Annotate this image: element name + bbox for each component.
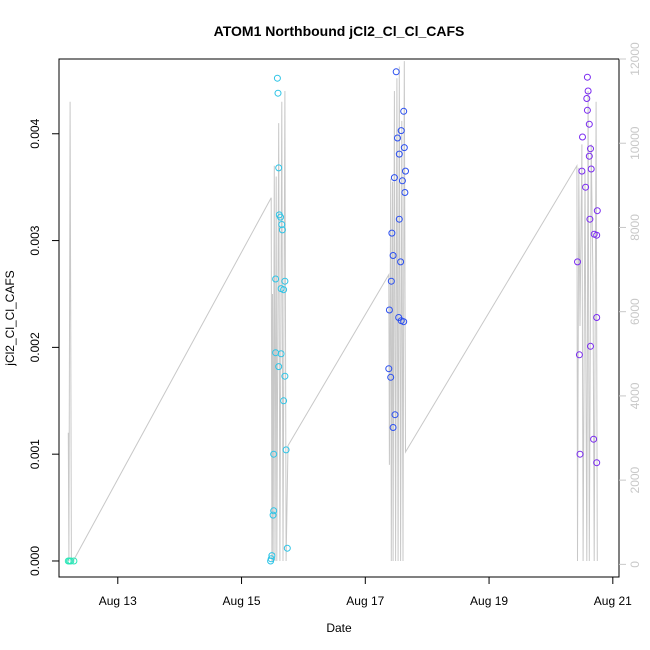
data-point	[277, 350, 285, 358]
data-point	[402, 167, 409, 175]
data-point	[587, 342, 594, 350]
data-point	[401, 189, 409, 196]
y2-tick-label: 12000	[628, 42, 642, 76]
data-point	[70, 557, 78, 565]
data-point	[273, 74, 281, 82]
right-y-axis: 0 2000 4000 6000 8000 10000 12000	[619, 42, 642, 568]
data-point	[582, 183, 590, 191]
data-point	[398, 177, 406, 185]
data-point	[275, 363, 283, 371]
data-point	[280, 286, 288, 294]
data-point	[583, 95, 591, 102]
data-points	[64, 68, 601, 565]
data-point	[590, 435, 598, 443]
x-tick-label: Aug 17	[346, 594, 384, 608]
data-point	[275, 164, 283, 172]
y2-tick-label: 8000	[628, 214, 642, 241]
data-point	[583, 73, 591, 81]
data-point	[274, 89, 282, 97]
y2-tick-label: 4000	[628, 382, 642, 409]
data-point	[391, 411, 399, 419]
data-point	[394, 134, 401, 142]
y-tick-label: 0.001	[28, 439, 42, 469]
x-axis: Aug 13 Aug 15 Aug 17 Aug 19 Aug 21	[99, 576, 632, 608]
data-point	[388, 229, 396, 237]
data-point	[280, 397, 288, 405]
x-tick-label: Aug 13	[99, 594, 137, 608]
data-point	[283, 544, 291, 552]
data-point	[586, 215, 594, 223]
data-point	[282, 446, 290, 454]
y-tick-label: 0.003	[28, 225, 42, 255]
y-axis-label: jCl2_Cl_Cl_CAFS	[3, 270, 17, 366]
data-point	[277, 213, 284, 221]
plot-frame	[58, 58, 620, 578]
data-point	[392, 68, 400, 76]
data-point	[400, 107, 408, 115]
altitude-line	[67, 61, 598, 562]
data-point	[587, 145, 594, 153]
y-tick-label: 0.000	[28, 546, 42, 576]
data-point	[397, 127, 405, 135]
data-point	[385, 306, 393, 314]
data-point	[270, 450, 278, 458]
y-tick-label: 0.002	[28, 332, 42, 362]
data-point	[593, 231, 601, 239]
data-point	[67, 557, 75, 565]
data-point	[385, 365, 393, 373]
chart-title: ATOM1 Northbound jCl2_Cl_Cl_CAFS	[214, 23, 465, 39]
y-axis: 0.000 0.001 0.002 0.003 0.004	[28, 118, 59, 576]
data-point	[400, 318, 408, 326]
data-point	[267, 557, 275, 565]
altitude-trace	[67, 61, 598, 562]
data-point	[395, 150, 403, 158]
data-point	[585, 152, 593, 160]
data-point	[584, 87, 592, 95]
x-axis-label: Date	[326, 621, 352, 635]
data-point	[400, 144, 408, 152]
data-point	[281, 277, 289, 285]
data-point	[593, 207, 601, 215]
data-point	[278, 221, 286, 228]
data-point	[578, 167, 586, 175]
data-point	[387, 373, 395, 381]
x-tick-label: Aug 15	[223, 594, 261, 608]
y2-tick-label: 10000	[628, 126, 642, 160]
data-point	[576, 450, 584, 458]
data-point	[593, 459, 601, 467]
data-point	[583, 106, 591, 114]
data-point	[593, 314, 601, 321]
data-point	[390, 174, 398, 182]
data-point	[574, 258, 581, 266]
data-point	[272, 275, 280, 283]
data-point	[270, 507, 278, 515]
y-tick-label: 0.004	[28, 118, 42, 148]
data-point	[397, 258, 405, 266]
data-point	[395, 215, 403, 223]
data-point	[389, 252, 397, 259]
x-tick-label: Aug 19	[470, 594, 508, 608]
y2-tick-label: 0	[628, 561, 642, 568]
data-point	[575, 351, 583, 359]
y2-tick-label: 6000	[628, 298, 642, 325]
data-point	[269, 511, 277, 519]
data-point	[387, 277, 395, 285]
data-point	[579, 133, 586, 141]
y2-tick-label: 2000	[628, 466, 642, 493]
data-point	[281, 372, 289, 380]
data-point	[389, 424, 397, 431]
data-point	[585, 120, 593, 128]
data-point	[587, 165, 595, 173]
data-point	[278, 226, 286, 234]
x-tick-label: Aug 21	[594, 594, 632, 608]
